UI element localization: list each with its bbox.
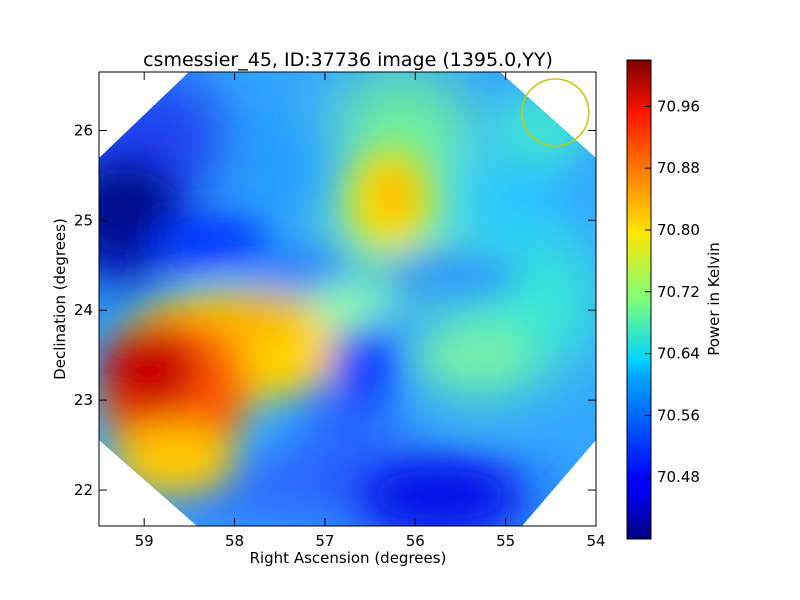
colorbar-ticks: 70.48 70.56 70.64 70.72 70.80 70.88 70.96 <box>645 97 700 486</box>
colorbar-tick-label: 70.88 <box>657 159 700 177</box>
x-tick-label: 58 <box>225 532 244 550</box>
colorbar-tick-label: 70.56 <box>657 406 700 424</box>
colorbar-tick-label: 70.48 <box>657 468 700 486</box>
colorbar-label: Power in Kelvin <box>705 242 723 356</box>
heatmap-image <box>99 72 596 526</box>
x-tick-label: 56 <box>406 532 425 550</box>
x-tick-label: 59 <box>135 532 154 550</box>
colorbar <box>626 59 652 540</box>
y-tick-label: 24 <box>74 301 93 319</box>
x-axis-label: Right Ascension (degrees) <box>250 549 447 567</box>
x-axis-ticks: 59 58 57 56 55 54 <box>135 72 606 550</box>
x-tick-label: 57 <box>315 532 334 550</box>
beam-circle <box>521 78 590 147</box>
y-axis-ticks: 22 23 24 25 26 <box>74 121 596 499</box>
y-tick-label: 23 <box>74 391 93 409</box>
x-tick-label: 55 <box>496 532 515 550</box>
colorbar-tick-label: 70.96 <box>657 97 700 115</box>
y-axis-label: Declination (degrees) <box>51 218 69 380</box>
colorbar-tick-label: 70.64 <box>657 345 700 363</box>
y-tick-label: 22 <box>74 481 93 499</box>
plot-frame <box>98 71 597 527</box>
y-tick-label: 25 <box>74 211 93 229</box>
colorbar-tick-label: 70.80 <box>657 221 700 239</box>
x-tick-label: 54 <box>586 532 605 550</box>
y-tick-label: 26 <box>74 121 93 139</box>
colorbar-tick-label: 70.72 <box>657 283 700 301</box>
chart-title: csmessier_45, ID:37736 image (1395.0,YY) <box>143 49 553 71</box>
